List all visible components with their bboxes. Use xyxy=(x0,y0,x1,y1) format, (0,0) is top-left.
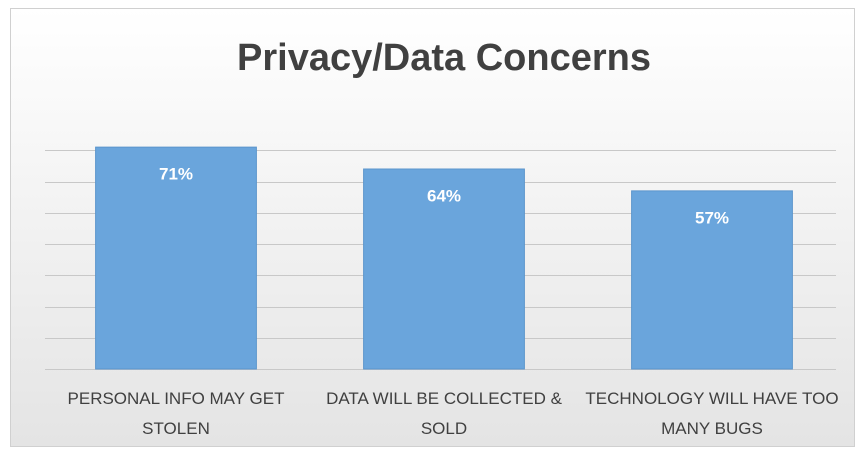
data-label: 57% xyxy=(695,208,729,227)
bar xyxy=(363,168,525,370)
data-label: 64% xyxy=(427,186,461,205)
x-tick-label: TECHNOLOGY WILL HAVE TOO MANY BUGS xyxy=(585,389,839,438)
chart-title: Privacy/Data Concerns xyxy=(237,37,651,79)
x-tick-label: DATA WILL BE COLLECTED & SOLD xyxy=(326,389,562,438)
data-label: 71% xyxy=(159,165,193,184)
bar xyxy=(631,190,793,370)
x-tick-label: PERSONAL INFO MAY GET STOLEN xyxy=(67,389,285,438)
bar xyxy=(95,146,257,370)
